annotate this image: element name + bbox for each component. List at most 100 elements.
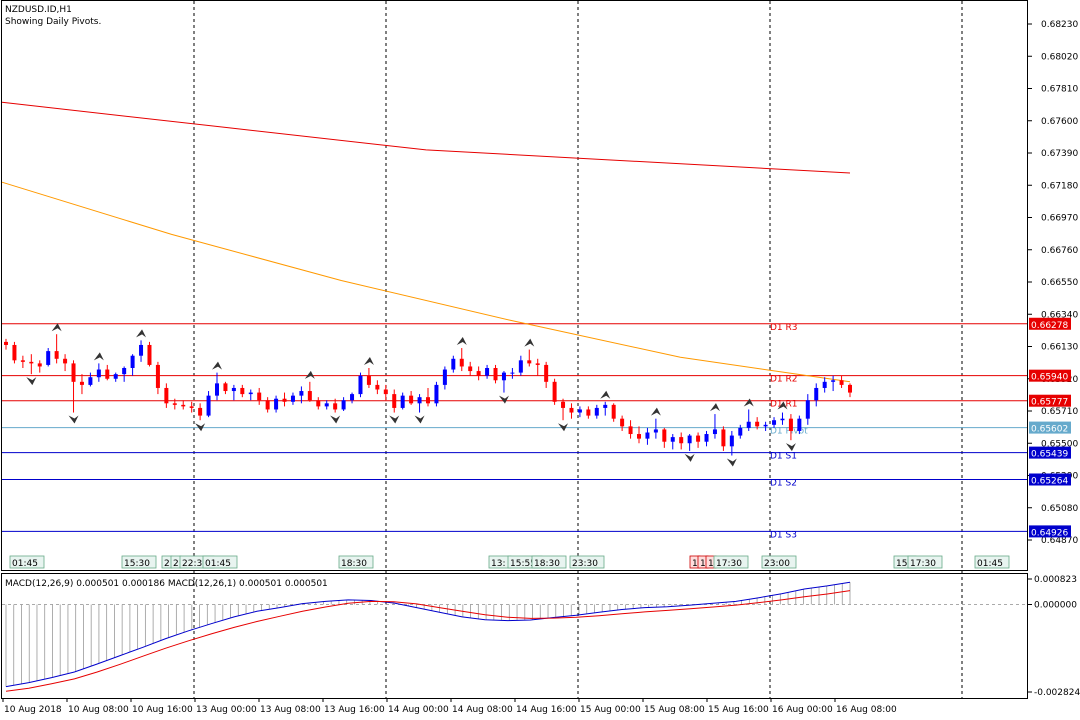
time-label: 10 Aug 16:00 <box>132 705 193 715</box>
candle-body <box>594 407 599 416</box>
time-axis: 10 Aug 2018 10 Aug 08:00 10 Aug 16:00 13 Au… <box>2 698 897 715</box>
candle-body <box>257 392 262 401</box>
candle-body <box>392 394 397 408</box>
pivot-tag-bg <box>1029 317 1071 330</box>
candle-body <box>653 429 658 433</box>
time-label: 10 Aug 2018 <box>4 705 62 715</box>
pivot-label-s3: D1 S3 <box>770 530 797 540</box>
price-label: 0.67390 <box>1041 149 1078 159</box>
candle-body <box>46 351 51 365</box>
price-label: 0.66550 <box>1041 278 1078 288</box>
fractal-up-icon <box>51 323 62 332</box>
fractal-down-icon <box>498 395 509 404</box>
fractal-down-icon <box>414 415 425 424</box>
pivot-label-s2: D1 S2 <box>770 478 797 488</box>
fractal-up-icon <box>93 352 104 361</box>
candle-body <box>333 403 338 410</box>
fractal-down-icon <box>389 415 400 424</box>
candle-body <box>409 395 414 404</box>
candle-body <box>366 375 371 385</box>
fractal-up-icon <box>456 337 467 346</box>
fractal-up-icon <box>363 357 374 365</box>
session-marker-label: 1 <box>692 559 698 569</box>
time-label: 13 Aug 08:00 <box>260 705 321 715</box>
candle-body <box>54 351 59 359</box>
price-label: 0.66970 <box>1041 214 1078 224</box>
moving-averages <box>1 101 851 383</box>
pivot-tag-value: 0.65940 <box>1031 373 1068 383</box>
candle-body <box>611 404 616 419</box>
pivot-label-s1: D1 S1 <box>770 452 797 462</box>
price-label: 0.68020 <box>1041 52 1078 62</box>
candle-body <box>535 363 540 365</box>
candle-body <box>620 418 625 427</box>
fractal-down-icon <box>684 453 695 462</box>
symbol-title: NZDUSD.ID,H1 <box>5 5 72 15</box>
candle-body <box>696 435 701 442</box>
candle-body <box>603 404 608 408</box>
candle-body <box>172 403 177 405</box>
session-marker-label: 2 <box>173 559 179 569</box>
macd-axis: 0.000823 0.000000 -0.002824 <box>1028 575 1080 698</box>
candle-body <box>130 355 135 368</box>
candle-body <box>189 406 194 408</box>
fractal-up-icon <box>136 329 147 338</box>
time-label: 15 Aug 08:00 <box>644 705 705 715</box>
candle-body <box>265 400 270 410</box>
candle-body <box>518 360 523 373</box>
session-marker <box>713 555 749 569</box>
candle-body <box>544 364 549 382</box>
price-label: 0.66130 <box>1041 343 1078 353</box>
time-label: 14 Aug 16:00 <box>516 705 577 715</box>
session-marker <box>338 555 374 569</box>
candle-body <box>240 387 245 395</box>
candle-body <box>417 397 422 404</box>
candle-body <box>797 418 802 431</box>
price-label: 0.66760 <box>1041 246 1078 256</box>
price-label: 0.67600 <box>1041 117 1078 127</box>
time-label: 16 Aug 08:00 <box>836 705 897 715</box>
macd-axis-label: 0.000823 <box>1034 575 1077 585</box>
session-marker-label: 01:45 <box>12 559 38 569</box>
candle-body <box>839 380 844 385</box>
pivot-tag-value: 0.64926 <box>1031 528 1068 538</box>
candle-body <box>79 381 84 385</box>
candle-body <box>113 374 118 379</box>
time-label: 16 Aug 00:00 <box>772 705 833 715</box>
session-marker <box>907 555 943 569</box>
price-label: 0.64870 <box>1041 536 1078 546</box>
session-marker <box>531 555 567 569</box>
candle-body <box>147 344 152 365</box>
candle-body <box>451 358 456 370</box>
price-label: 0.65710 <box>1041 407 1078 417</box>
session-marker <box>974 555 1010 569</box>
candle-body <box>282 398 287 402</box>
price-label: 0.67180 <box>1041 181 1078 191</box>
session-marker-label: 17:30 <box>910 559 936 569</box>
candle-body <box>231 387 236 392</box>
candle-body <box>29 361 34 364</box>
candle-body <box>71 363 76 382</box>
candle-body <box>4 341 8 345</box>
candle-body <box>316 400 321 407</box>
session-marker <box>569 555 605 569</box>
macd-axis-label: 0.000000 <box>1034 601 1077 611</box>
candle-body <box>493 368 498 381</box>
candle-body <box>670 437 675 442</box>
pivot-tag-value: 0.65602 <box>1031 425 1068 435</box>
fractal-down-icon <box>330 415 341 424</box>
price-label: 0.65500 <box>1041 439 1078 449</box>
fractal-up-icon <box>777 401 788 410</box>
candle-body <box>788 418 793 431</box>
fractal-up-icon <box>524 338 535 347</box>
candle-body <box>324 403 329 407</box>
candle-body <box>307 391 312 401</box>
fractal-up-icon <box>709 403 720 412</box>
time-label: 15 Aug 00:00 <box>580 705 641 715</box>
fractal-down-icon <box>558 423 569 432</box>
fractal-down-icon <box>68 415 79 424</box>
candle-body <box>721 429 726 447</box>
candle-body <box>442 369 447 385</box>
pivot-tag-bg <box>1029 473 1071 486</box>
